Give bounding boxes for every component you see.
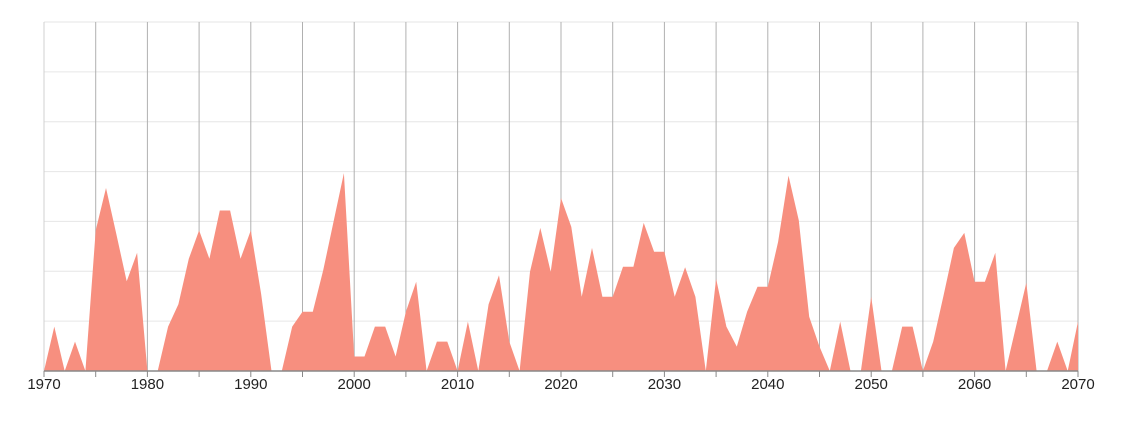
x-axis — [43, 370, 1079, 377]
area-series — [44, 173, 1078, 371]
x-tick-label: 2030 — [648, 376, 681, 393]
x-tick-label: 2040 — [751, 376, 784, 393]
x-tick-label: 1970 — [27, 376, 60, 393]
x-tick-label: 1980 — [131, 376, 164, 393]
x-tick-label: 1990 — [234, 376, 267, 393]
x-tick-label: 2000 — [338, 376, 371, 393]
x-tick-label: 2050 — [855, 376, 888, 393]
x-tick-label: 2060 — [958, 376, 991, 393]
x-tick-label: 2010 — [441, 376, 474, 393]
x-tick-label: 2020 — [544, 376, 577, 393]
x-tick-label: 2070 — [1061, 376, 1094, 393]
x-tick-labels: 1970 1980 1990 2000 2010 2020 2030 2040 2050 2060… — [27, 376, 1094, 393]
